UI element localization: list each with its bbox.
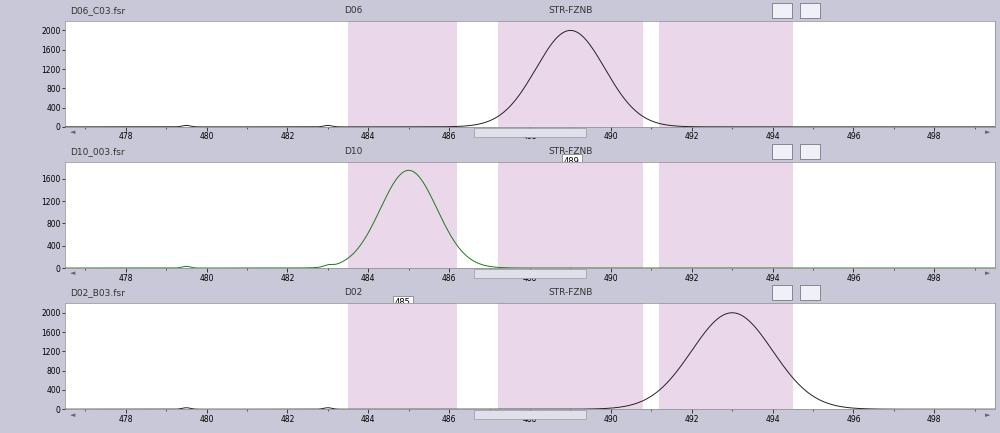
Bar [659,303,793,409]
Text: ◄: ◄ [70,271,75,276]
Text: D06_C03.fsr: D06_C03.fsr [70,6,125,15]
Text: ◄: ◄ [70,129,75,135]
Bar [498,162,643,268]
Bar [498,21,643,127]
Text: ►: ► [985,412,990,417]
Text: ►: ► [985,271,990,276]
Text: D02_B03.fsr: D02_B03.fsr [70,288,125,297]
FancyBboxPatch shape [772,3,792,18]
Text: ◄: ◄ [70,412,75,417]
Text: 489: 489 [564,157,580,165]
Text: STR-FZNB: STR-FZNB [549,288,593,297]
Text: D10: D10 [344,147,362,156]
Text: D06: D06 [344,6,362,15]
Text: STR-FZNB: STR-FZNB [549,6,593,15]
FancyBboxPatch shape [474,410,586,419]
FancyBboxPatch shape [474,128,586,137]
Text: STR-FZNB: STR-FZNB [549,147,593,156]
FancyBboxPatch shape [800,144,820,159]
FancyBboxPatch shape [772,285,792,300]
Bar [659,21,793,127]
FancyBboxPatch shape [800,3,820,18]
Bar [348,162,457,268]
Text: ►: ► [985,129,990,135]
Bar [348,21,457,127]
FancyBboxPatch shape [474,269,586,278]
Bar [659,162,793,268]
Text: 485: 485 [395,298,411,307]
FancyBboxPatch shape [800,285,820,300]
Bar [348,303,457,409]
Text: D10_003.fsr: D10_003.fsr [70,147,124,156]
Bar [498,303,643,409]
Text: D02: D02 [344,288,362,297]
FancyBboxPatch shape [772,144,792,159]
